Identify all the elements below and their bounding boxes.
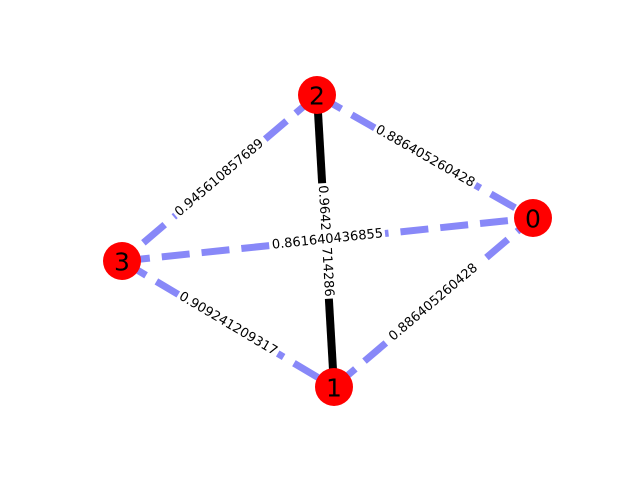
edge-label: 0.886405260428 bbox=[373, 122, 477, 190]
node-label: 0 bbox=[525, 205, 541, 234]
node-circle bbox=[514, 199, 552, 237]
edge-label: 0.909241209317 bbox=[176, 289, 280, 359]
edge-label-background bbox=[169, 134, 270, 222]
edge-label-group: 0.909241209317 bbox=[173, 287, 283, 361]
edge-label-group: 0.886405260428 bbox=[370, 120, 480, 193]
node-label: 1 bbox=[326, 374, 342, 403]
node-0[interactable]: 0 bbox=[514, 199, 552, 237]
edge-label-group: 0.886405260428 bbox=[383, 258, 484, 347]
edge-label: 0.886405260428 bbox=[386, 261, 481, 345]
node-circle bbox=[315, 368, 353, 406]
edge-label-background bbox=[173, 287, 283, 361]
edge-label: 0.945610857689 bbox=[172, 136, 267, 220]
node-3[interactable]: 3 bbox=[103, 242, 141, 280]
node-circle bbox=[298, 76, 336, 114]
node-circle bbox=[103, 242, 141, 280]
nodes-layer: 0 1 2 3 bbox=[103, 76, 552, 406]
node-label: 3 bbox=[114, 248, 130, 277]
node-label: 2 bbox=[309, 82, 325, 111]
edge-label-background bbox=[269, 225, 386, 254]
edge-label-group: 0.945610857689 bbox=[169, 134, 270, 222]
node-2[interactable]: 2 bbox=[298, 76, 336, 114]
edge-label-background bbox=[370, 120, 480, 193]
edge-label-background bbox=[383, 258, 484, 347]
node-1[interactable]: 1 bbox=[315, 368, 353, 406]
